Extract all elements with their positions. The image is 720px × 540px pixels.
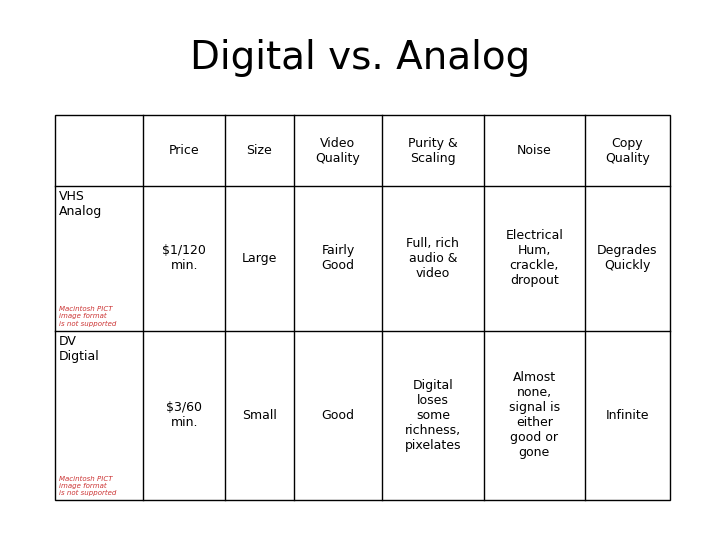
Text: Good: Good bbox=[321, 409, 354, 422]
Text: Purity &
Scaling: Purity & Scaling bbox=[408, 137, 458, 165]
Text: Small: Small bbox=[242, 409, 277, 422]
Text: Size: Size bbox=[246, 144, 272, 157]
Text: Full, rich
audio &
video: Full, rich audio & video bbox=[406, 237, 459, 280]
Text: Degrades
Quickly: Degrades Quickly bbox=[597, 245, 658, 272]
Text: $1/120
min.: $1/120 min. bbox=[162, 245, 206, 272]
Text: Large: Large bbox=[242, 252, 277, 265]
Text: DV
Digtial: DV Digtial bbox=[59, 335, 100, 362]
Text: $3/60
min.: $3/60 min. bbox=[166, 401, 202, 429]
Text: Copy
Quality: Copy Quality bbox=[605, 137, 650, 165]
Text: Digital
loses
some
richness,
pixelates: Digital loses some richness, pixelates bbox=[405, 379, 461, 452]
Text: Electrical
Hum,
crackle,
dropout: Electrical Hum, crackle, dropout bbox=[505, 230, 563, 287]
Bar bbox=[55, 115, 670, 500]
Text: Macintosh PICT
image format
is not supported: Macintosh PICT image format is not suppo… bbox=[59, 476, 117, 496]
Text: Noise: Noise bbox=[517, 144, 552, 157]
Text: Almost
none,
signal is
either
good or
gone: Almost none, signal is either good or go… bbox=[508, 372, 560, 460]
Text: Price: Price bbox=[169, 144, 199, 157]
Text: Infinite: Infinite bbox=[606, 409, 649, 422]
Text: VHS
Analog: VHS Analog bbox=[59, 190, 102, 218]
Text: Digital vs. Analog: Digital vs. Analog bbox=[190, 39, 530, 77]
Text: Video
Quality: Video Quality bbox=[315, 137, 360, 165]
Text: Macintosh PICT
image format
is not supported: Macintosh PICT image format is not suppo… bbox=[59, 306, 117, 327]
Text: Fairly
Good: Fairly Good bbox=[321, 245, 354, 272]
